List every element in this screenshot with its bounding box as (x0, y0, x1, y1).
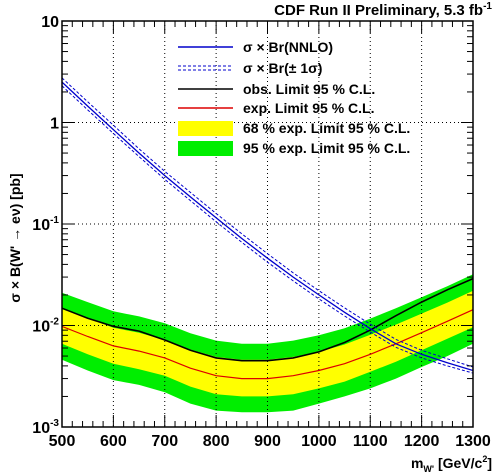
legend-entry-theory_band: σ × Br(± 1σ) (178, 60, 322, 76)
theory-lower-line (62, 85, 473, 374)
y-tick-label: 10-1 (32, 215, 59, 234)
y-tick-label: 10-2 (32, 317, 59, 336)
series-lines (62, 77, 473, 380)
legend-label-theory: σ × Br(NNLO) (243, 39, 333, 55)
theory-upper-line (62, 77, 473, 368)
legend-label-band95: 95 % exp. Limit 95 % C.L. (243, 140, 410, 156)
legend-label-observed: obs. Limit 95 % C.L. (243, 81, 375, 97)
x-tick-label: 1100 (353, 433, 388, 450)
x-tick-label: 900 (254, 433, 281, 450)
legend-entry-band68: 68 % exp. Limit 95 % C.L. (178, 120, 410, 136)
y-axis-title: σ × B(W' → eν) [pb] (7, 173, 23, 302)
legend-swatch-band68 (178, 121, 233, 136)
x-tick-label: 800 (203, 433, 230, 450)
x-tick-label: 600 (100, 433, 127, 450)
legend-label-expected: exp. Limit 95 % C.L. (243, 100, 374, 116)
y-tick-label: 10-3 (32, 418, 59, 437)
axes: 500 600 700 800 900 1000 1100 1200 1300 10-3 10-2 1… (32, 14, 491, 450)
legend-entry-band95: 95 % exp. Limit 95 % C.L. (178, 140, 410, 156)
x-tick-label: 700 (151, 433, 178, 450)
legend-label-theory_band: σ × Br(± 1σ) (243, 60, 322, 76)
x-tick-label: 1300 (455, 433, 491, 450)
x-tick-label: 500 (49, 433, 76, 450)
legend-label-band68: 68 % exp. Limit 95 % C.L. (243, 120, 410, 136)
legend-entry-theory: σ × Br(NNLO) (178, 39, 333, 55)
legend: σ × Br(NNLO) σ × Br(± 1σ) obs. Limit 95 % … (178, 39, 410, 156)
chart-title: CDF Run II Preliminary, 5.3 fb-1 (274, 1, 492, 19)
legend-swatch-band95 (178, 141, 233, 156)
legend-entry-observed: obs. Limit 95 % C.L. (178, 81, 375, 97)
x-tick-label: 1200 (404, 433, 440, 450)
x-axis-title: mW' [GeV/c2] (411, 454, 492, 474)
y-tick-label: 1 (50, 116, 59, 133)
y-tick-label: 10 (41, 14, 59, 31)
x-tick-label: 1000 (301, 433, 337, 450)
legend-entry-expected: exp. Limit 95 % C.L. (178, 100, 374, 116)
expected-limit-line (62, 309, 473, 380)
theory-nnlo-line (62, 81, 473, 372)
observed-limit-line (62, 277, 473, 362)
grid (62, 21, 473, 427)
